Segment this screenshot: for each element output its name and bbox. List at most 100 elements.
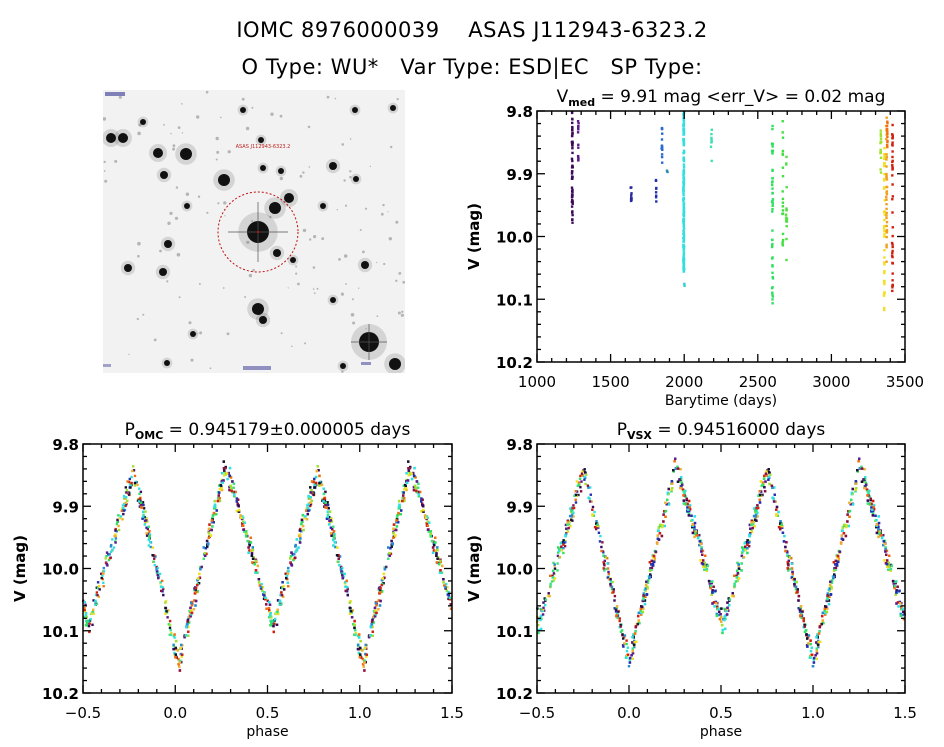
data-point xyxy=(173,651,176,655)
data-point xyxy=(682,227,686,230)
faint-star xyxy=(114,159,118,163)
data-point xyxy=(682,174,685,177)
data-point xyxy=(570,205,574,208)
data-point xyxy=(880,140,883,143)
data-point xyxy=(893,586,896,590)
data-point xyxy=(877,531,880,534)
data-point xyxy=(720,607,723,610)
faint-star xyxy=(198,282,201,285)
data-point xyxy=(92,608,95,611)
data-point xyxy=(648,569,652,572)
star xyxy=(159,268,167,276)
data-point xyxy=(159,581,162,584)
data-point xyxy=(623,635,626,639)
data-point xyxy=(610,588,614,591)
data-point xyxy=(571,175,574,179)
data-point xyxy=(840,542,843,545)
data-point xyxy=(682,138,685,141)
data-point xyxy=(132,469,136,472)
data-point xyxy=(412,488,416,492)
data-point xyxy=(670,490,673,493)
data-point xyxy=(771,238,774,241)
star xyxy=(164,360,170,366)
data-point xyxy=(871,508,874,511)
data-point xyxy=(126,499,129,503)
data-point xyxy=(885,153,888,156)
data-point xyxy=(381,577,384,580)
data-point xyxy=(245,535,248,538)
data-point xyxy=(682,236,686,239)
data-point xyxy=(661,524,664,527)
data-point xyxy=(858,467,861,470)
data-point xyxy=(275,623,279,626)
data-point xyxy=(654,191,658,194)
data-point xyxy=(147,532,150,535)
data-point xyxy=(318,481,321,485)
data-point xyxy=(682,131,686,134)
data-point xyxy=(349,607,352,610)
data-point xyxy=(325,517,329,520)
data-point xyxy=(707,579,711,583)
faint-star xyxy=(197,195,201,198)
data-point xyxy=(885,229,888,233)
data-point xyxy=(187,634,190,637)
faint-star xyxy=(137,131,141,136)
data-point xyxy=(145,532,148,535)
data-point xyxy=(404,483,407,487)
x-tick-label: 0.0 xyxy=(163,704,187,722)
data-point xyxy=(781,190,784,193)
data-point xyxy=(212,511,216,515)
data-point xyxy=(537,631,540,635)
data-point xyxy=(593,510,596,514)
data-point xyxy=(405,481,409,485)
x-tick-label: 1.5 xyxy=(893,704,917,722)
data-point xyxy=(797,607,800,610)
data-point xyxy=(122,507,125,510)
data-point xyxy=(571,118,574,121)
data-point xyxy=(242,520,245,523)
data-point xyxy=(298,533,302,536)
data-point xyxy=(884,550,887,553)
data-point xyxy=(777,526,781,529)
data-point xyxy=(540,627,543,631)
faint-star xyxy=(172,147,176,151)
data-point xyxy=(333,533,336,536)
data-point xyxy=(447,594,450,597)
data-point xyxy=(379,587,382,590)
data-point xyxy=(193,587,196,590)
data-point xyxy=(885,191,888,194)
data-point xyxy=(750,523,753,526)
data-point xyxy=(886,132,889,135)
data-point xyxy=(314,484,317,488)
data-point xyxy=(359,646,362,650)
data-point xyxy=(709,586,712,590)
data-point xyxy=(84,614,87,617)
data-point xyxy=(644,587,647,590)
data-point xyxy=(802,617,805,620)
data-point xyxy=(670,488,673,491)
data-point xyxy=(826,607,829,610)
data-point xyxy=(247,551,250,554)
data-point xyxy=(574,501,578,504)
faint-star xyxy=(302,171,305,174)
data-point xyxy=(655,186,658,190)
data-point xyxy=(628,661,632,664)
data-point xyxy=(230,486,233,490)
data-point xyxy=(821,619,824,622)
data-point xyxy=(720,623,724,627)
data-point xyxy=(866,502,870,505)
data-point xyxy=(888,554,891,557)
data-point xyxy=(587,486,590,489)
data-point xyxy=(783,534,786,538)
data-point xyxy=(343,572,346,576)
star xyxy=(284,193,294,203)
data-point xyxy=(840,537,844,540)
faint-star xyxy=(349,170,352,173)
x-tick-label: −0.5 xyxy=(519,704,555,722)
data-point xyxy=(87,624,91,628)
data-point xyxy=(268,609,271,612)
data-point xyxy=(207,536,211,539)
data-point xyxy=(882,540,885,543)
data-point xyxy=(771,152,774,155)
data-point xyxy=(299,537,302,540)
